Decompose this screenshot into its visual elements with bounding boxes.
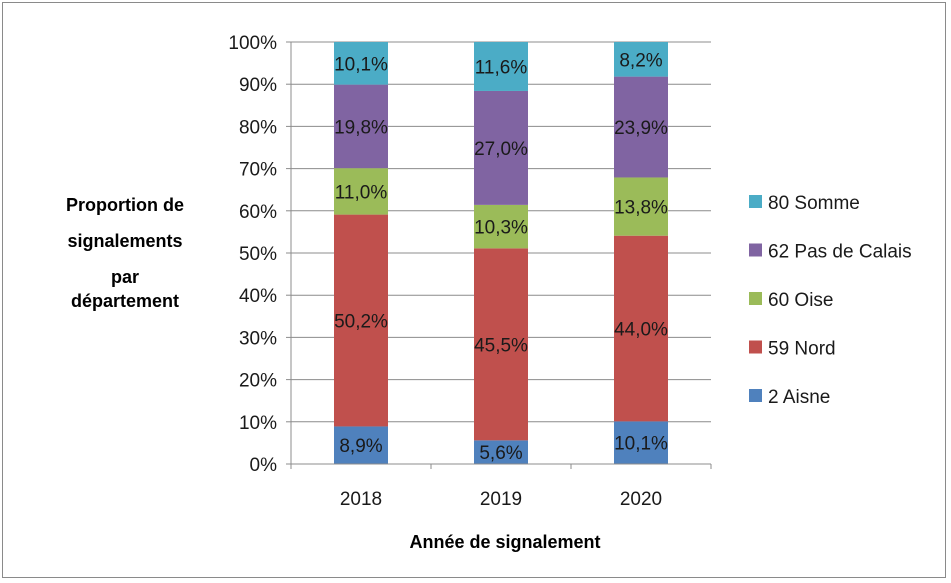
legend-label: 2 Aisne — [768, 387, 830, 408]
axes — [286, 41, 712, 469]
data-label: 44,0% — [614, 320, 668, 341]
legend-label: 59 Nord — [768, 339, 836, 360]
bar-segment — [614, 42, 668, 77]
data-label: 13,8% — [614, 198, 668, 219]
bar-segment — [474, 440, 528, 464]
bar-segment — [334, 426, 388, 464]
bar-segment — [614, 76, 668, 178]
y-tick-label: 0% — [250, 455, 278, 476]
bar-segment — [474, 204, 528, 249]
bar-segment — [334, 42, 388, 85]
data-label: 5,6% — [479, 443, 522, 464]
data-label: 45,5% — [474, 335, 528, 356]
y-tick-label: 90% — [239, 75, 277, 96]
y-tick-label: 60% — [239, 202, 277, 223]
y-tick-label: 80% — [239, 117, 277, 138]
legend-label: 62 Pas de Calais — [768, 242, 912, 263]
x-tick-label: 2018 — [340, 489, 382, 510]
y-axis-title-line-3: par — [111, 267, 139, 287]
data-label: 10,1% — [334, 54, 388, 75]
x-tick-label: 2020 — [620, 489, 662, 510]
bars — [334, 42, 668, 464]
legend-swatch — [749, 389, 762, 402]
bar-segment — [614, 421, 668, 464]
bar-segment — [614, 177, 668, 236]
data-labels: 8,9% 50,2% 11,0% 19,8% 10,1% 5,6% 45,5% 10,3% 27… — [334, 50, 668, 464]
bar-segment — [614, 235, 668, 422]
legend-swatch — [749, 243, 762, 257]
y-tick-label: 100% — [228, 33, 277, 54]
y-tick-label: 10% — [239, 413, 277, 434]
data-label: 8,9% — [339, 436, 382, 457]
y-tick-label: 50% — [239, 244, 277, 265]
y-tick-label: 70% — [239, 160, 277, 181]
y-tick-label: 40% — [239, 286, 277, 307]
data-label: 27,0% — [474, 139, 528, 160]
x-tick-labels: 2018 2019 2020 — [340, 489, 662, 510]
legend: 80 Somme 62 Pas de Calais 60 Oise 59 Nord 2 … — [749, 193, 912, 408]
legend-swatch — [749, 195, 762, 208]
y-axis-title-line-1: Proportion de — [66, 195, 184, 215]
data-label: 11,0% — [335, 182, 388, 203]
data-label: 50,2% — [334, 312, 388, 333]
bar-segment — [474, 42, 528, 91]
data-label: 8,2% — [619, 50, 662, 71]
data-label: 19,8% — [334, 117, 388, 138]
legend-label: 60 Oise — [768, 290, 833, 311]
data-label: 23,9% — [614, 118, 668, 139]
y-axis-title-line-2: signalements — [67, 231, 182, 251]
data-label: 10,3% — [474, 218, 528, 239]
bar-segment — [474, 248, 528, 441]
bar-segment — [474, 90, 528, 205]
y-tick-label: 30% — [239, 328, 277, 349]
data-label: 11,6% — [475, 57, 528, 78]
x-axis-title: Année de signalement — [409, 532, 600, 552]
y-tick-label: 20% — [239, 371, 277, 392]
data-label: 10,1% — [614, 434, 668, 455]
y-tick-labels: 0% 10% 20% 30% 40% 50% 60% 70% 80% 90% 100% — [228, 33, 277, 476]
x-tick-label: 2019 — [480, 489, 522, 510]
legend-label: 80 Somme — [768, 193, 860, 214]
bar-segment — [334, 168, 388, 215]
bar-segment — [334, 84, 388, 169]
bar-segment — [334, 214, 388, 427]
legend-swatch — [749, 340, 762, 354]
y-axis-title-line-4: département — [71, 291, 179, 311]
legend-swatch — [749, 292, 762, 305]
